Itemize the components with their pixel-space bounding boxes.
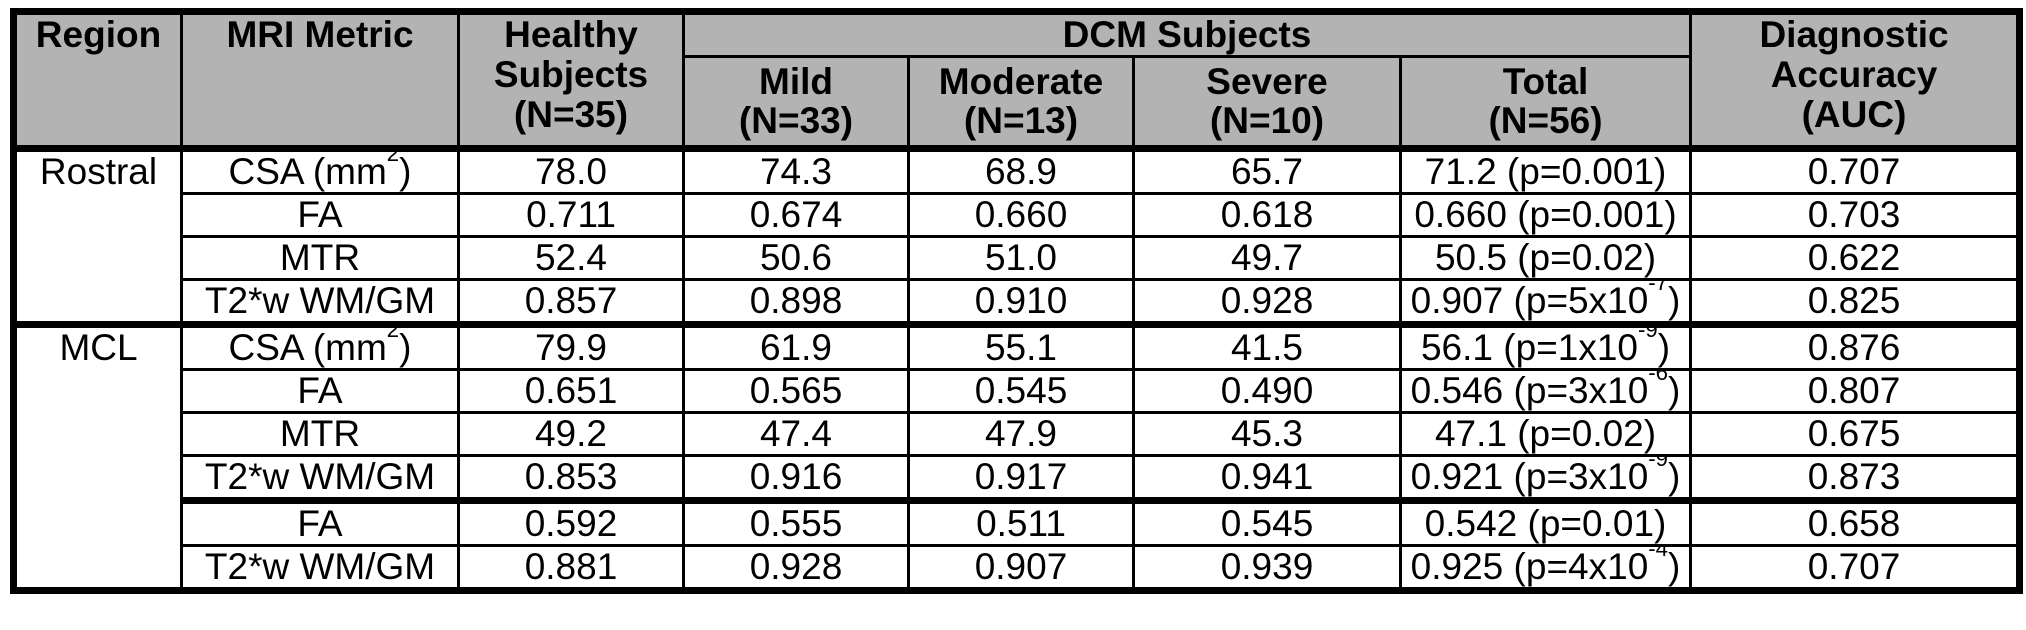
value-cell-auc: 0.825 — [1689, 277, 2022, 326]
value-cell-moderate: 0.907 — [907, 543, 1135, 592]
header-mri-metric: MRI Metric — [180, 10, 460, 150]
header-dcm-total: Total (N=56) — [1398, 54, 1693, 150]
value-cell-total: 71.2 (p=0.001) — [1398, 144, 1693, 195]
value-cell-total: 0.542 (p=0.01) — [1398, 496, 1693, 547]
value-cell-healthy: 49.2 — [457, 410, 685, 457]
value-cell-severe: 0.941 — [1132, 453, 1402, 502]
value-cell-mild: 0.674 — [682, 191, 910, 238]
value-cell-auc: 0.707 — [1689, 543, 2022, 592]
value-cell-auc: 0.675 — [1689, 410, 2022, 457]
metric-cell: CSA (mm2) — [180, 144, 460, 195]
table-body: Rostral CSA (mm2) 78.0 74.3 68.9 65.7 71… — [12, 144, 2022, 592]
value-cell-auc: 0.622 — [1689, 234, 2022, 281]
value-cell-total: 47.1 (p=0.02) — [1398, 410, 1693, 457]
value-cell-severe: 49.7 — [1132, 234, 1402, 281]
metric-cell: FA — [180, 367, 460, 414]
value-cell-healthy: 0.592 — [457, 496, 685, 547]
header-healthy-subjects: Healthy Subjects (N=35) — [457, 10, 685, 150]
table-row: T2*w WM/GM 0.853 0.916 0.917 0.941 0.921… — [14, 453, 2022, 502]
table-row: MTR 52.4 50.6 51.0 49.7 50.5 (p=0.02) 0.… — [14, 234, 2022, 281]
value-cell-auc: 0.703 — [1689, 191, 2022, 238]
value-cell-total: 50.5 (p=0.02) — [1398, 234, 1693, 281]
value-cell-severe: 0.939 — [1132, 543, 1402, 592]
value-cell-auc: 0.876 — [1689, 320, 2022, 371]
value-cell-healthy: 78.0 — [457, 144, 685, 195]
value-cell-mild: 47.4 — [682, 410, 910, 457]
header-dcm-subjects: DCM Subjects — [681, 10, 1693, 58]
value-cell-auc: 0.658 — [1689, 496, 2022, 547]
header-dcm-moderate: Moderate (N=13) — [907, 54, 1135, 150]
value-cell-healthy: 0.711 — [457, 191, 685, 238]
metric-cell: MTR — [180, 410, 460, 457]
value-cell-healthy: 79.9 — [457, 320, 685, 371]
value-cell-healthy: 0.857 — [457, 277, 685, 326]
value-cell-moderate: 47.9 — [907, 410, 1135, 457]
header-dcm-mild: Mild (N=33) — [682, 54, 910, 150]
value-cell-severe: 0.928 — [1132, 277, 1402, 326]
metric-cell: T2*w WM/GM — [180, 277, 460, 326]
table-row: FA 0.592 0.555 0.511 0.545 0.542 (p=0.01… — [14, 496, 2022, 547]
value-cell-severe: 41.5 — [1132, 320, 1402, 371]
metric-cell: MTR — [180, 234, 460, 281]
value-cell-severe: 65.7 — [1132, 144, 1402, 195]
value-cell-moderate: 0.545 — [907, 367, 1135, 414]
value-cell-healthy: 0.853 — [457, 453, 685, 502]
value-cell-total: 0.546 (p=3x10-6) — [1398, 367, 1693, 414]
value-cell-auc: 0.807 — [1689, 367, 2022, 414]
table-row: Rostral CSA (mm2) 78.0 74.3 68.9 65.7 71… — [12, 144, 2022, 326]
header-row-top: Region MRI Metric Healthy Subjects (N=35… — [12, 10, 2022, 150]
value-cell-mild: 0.555 — [682, 496, 910, 547]
value-cell-moderate: 0.917 — [907, 453, 1135, 502]
value-cell-moderate: 0.511 — [907, 496, 1135, 547]
value-cell-healthy: 0.881 — [457, 543, 685, 592]
header-row-sub: Mild (N=33) Moderate (N=13) Severe (N=10… — [14, 54, 2020, 150]
value-cell-total: 0.925 (p=4x10-4) — [1398, 543, 1693, 592]
table-row: T2*w WM/GM 0.857 0.898 0.910 0.928 0.907… — [14, 277, 2022, 326]
header-diagnostic-accuracy: Diagnostic Accuracy (AUC) — [1689, 10, 2022, 150]
table-header: Region MRI Metric Healthy Subjects (N=35… — [12, 10, 2022, 150]
region-cell-mcl: MCL — [12, 320, 183, 592]
value-cell-severe: 0.545 — [1132, 496, 1402, 547]
value-cell-moderate: 0.910 — [907, 277, 1135, 326]
value-cell-severe: 45.3 — [1132, 410, 1402, 457]
value-cell-mild: 74.3 — [682, 144, 910, 195]
value-cell-severe: 0.490 — [1132, 367, 1402, 414]
value-cell-auc: 0.707 — [1689, 144, 2022, 195]
header-dcm-severe: Severe (N=10) — [1132, 54, 1402, 150]
value-cell-total: 0.660 (p=0.001) — [1398, 191, 1693, 238]
region-cell-rostral: Rostral — [12, 144, 183, 326]
value-cell-total: 0.907 (p=5x10-7) — [1398, 277, 1693, 326]
value-cell-total: 0.921 (p=3x10-9) — [1398, 453, 1693, 502]
value-cell-healthy: 0.651 — [457, 367, 685, 414]
value-cell-mild: 50.6 — [682, 234, 910, 281]
metric-cell: FA — [180, 191, 460, 238]
value-cell-total: 56.1 (p=1x10-9) — [1398, 320, 1693, 371]
table-row: MTR 49.2 47.4 47.9 45.3 47.1 (p=0.02) 0.… — [14, 410, 2022, 457]
value-cell-moderate: 0.660 — [907, 191, 1135, 238]
value-cell-moderate: 55.1 — [907, 320, 1135, 371]
value-cell-mild: 0.565 — [682, 367, 910, 414]
value-cell-mild: 61.9 — [682, 320, 910, 371]
header-region: Region — [12, 10, 183, 150]
metric-cell: FA — [180, 496, 460, 547]
value-cell-severe: 0.618 — [1132, 191, 1402, 238]
metric-cell: CSA (mm2) — [180, 320, 460, 371]
value-cell-moderate: 68.9 — [907, 144, 1135, 195]
value-cell-moderate: 51.0 — [907, 234, 1135, 281]
table-row: MCL CSA (mm2) 79.9 61.9 55.1 41.5 56.1 (… — [12, 320, 2022, 592]
value-cell-auc: 0.873 — [1689, 453, 2022, 502]
table-row: T2*w WM/GM 0.881 0.928 0.907 0.939 0.925… — [14, 543, 2022, 592]
value-cell-mild: 0.916 — [682, 453, 910, 502]
value-cell-mild: 0.898 — [682, 277, 910, 326]
value-cell-healthy: 52.4 — [457, 234, 685, 281]
table-row: FA 0.711 0.674 0.660 0.618 0.660 (p=0.00… — [14, 191, 2022, 238]
table-row: FA 0.651 0.565 0.545 0.490 0.546 (p=3x10… — [14, 367, 2022, 414]
metric-cell: T2*w WM/GM — [180, 453, 460, 502]
value-cell-mild: 0.928 — [682, 543, 910, 592]
mri-metrics-table: Region MRI Metric Healthy Subjects (N=35… — [10, 8, 2024, 594]
metric-cell: T2*w WM/GM — [180, 543, 460, 592]
